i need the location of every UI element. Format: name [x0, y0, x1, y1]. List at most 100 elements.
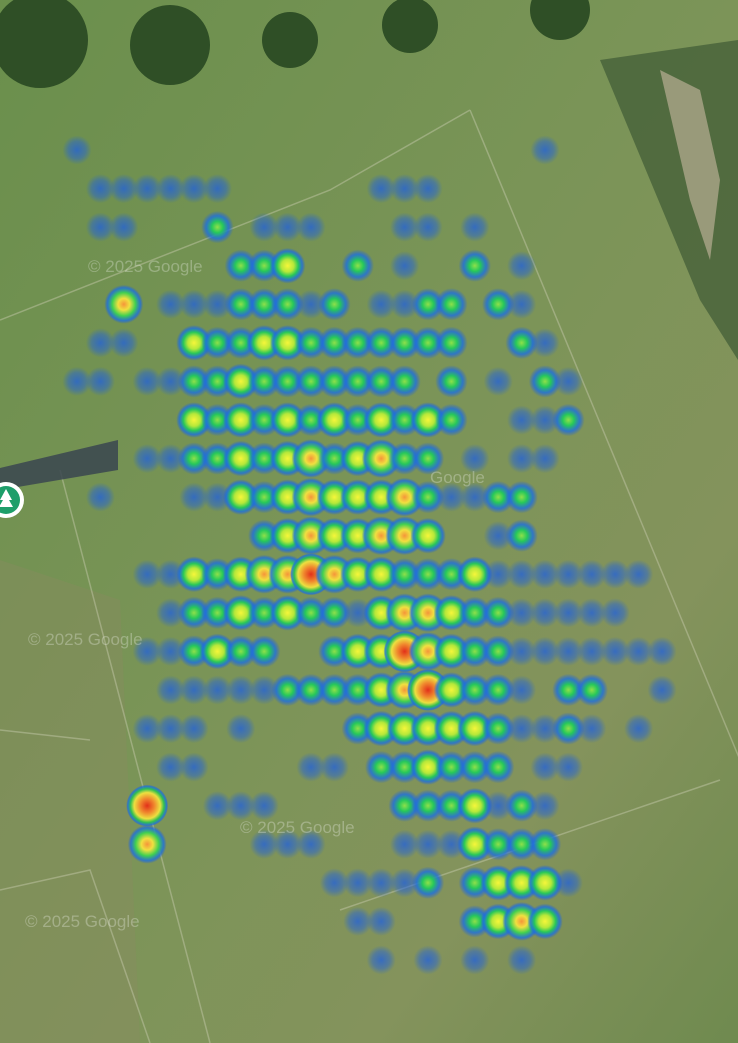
heat-point — [366, 173, 396, 204]
heat-point — [482, 750, 515, 784]
watermarks: © 2025 Google © 2025 Google © 2025 Google ©… — [25, 257, 485, 931]
heat-point — [296, 752, 326, 782]
heat-point — [202, 289, 232, 319]
heat-point — [577, 713, 607, 744]
heat-point — [553, 366, 584, 397]
place-marker[interactable] — [0, 482, 24, 518]
heat-point — [85, 482, 115, 512]
heat-point — [390, 212, 420, 242]
heat-point — [226, 675, 256, 705]
heat-point — [294, 673, 328, 707]
heat-point — [410, 402, 446, 438]
heat-point — [410, 517, 446, 554]
heat-point — [179, 752, 209, 782]
heat-point — [199, 633, 236, 670]
heat-point — [156, 366, 186, 397]
heat-point — [179, 482, 209, 512]
heat-point — [249, 791, 279, 821]
heat-point — [530, 405, 560, 435]
heat-point — [457, 710, 493, 747]
heat-point — [388, 442, 421, 475]
heat-point — [483, 366, 513, 397]
heat-point — [600, 636, 630, 667]
heat-point — [176, 402, 212, 438]
heat-point — [132, 636, 162, 667]
heat-point — [411, 442, 445, 475]
heat-point — [132, 366, 162, 397]
heat-point — [458, 635, 491, 668]
heat-point — [435, 403, 468, 437]
heat-point — [505, 828, 538, 861]
heat-point — [202, 675, 232, 705]
heat-point — [506, 598, 537, 628]
heat-point — [530, 791, 560, 821]
heat-point — [341, 365, 374, 398]
heat-point — [366, 945, 396, 975]
heat-point — [411, 288, 445, 321]
heat-point — [410, 749, 446, 785]
heat-point — [366, 868, 396, 898]
heat-point — [343, 868, 373, 898]
heat-point — [553, 752, 584, 782]
heat-point — [390, 868, 420, 898]
heat-point — [460, 443, 490, 474]
heat-point — [460, 945, 490, 975]
heat-point — [132, 443, 162, 474]
heat-point — [296, 289, 326, 319]
heat-point — [530, 135, 560, 165]
heat-point — [624, 559, 654, 589]
heat-point — [248, 288, 281, 321]
heat-point — [179, 675, 209, 705]
heat-point — [179, 713, 209, 744]
heat-point — [553, 559, 584, 589]
heat-point — [156, 752, 186, 782]
heat-point — [506, 559, 537, 589]
heat-point — [458, 596, 491, 630]
heat-point — [457, 556, 493, 593]
heat-point — [179, 289, 209, 319]
shelter — [0, 440, 118, 490]
heat-point — [506, 251, 537, 281]
watermark: Google — [430, 468, 485, 487]
heat-point — [343, 906, 373, 937]
heat-point — [269, 595, 306, 631]
heat-point — [316, 402, 353, 438]
heat-point — [506, 636, 537, 667]
heat-point — [269, 402, 306, 438]
heat-point — [385, 477, 424, 517]
heat-point — [294, 326, 328, 360]
heat-point — [273, 212, 303, 242]
heat-point — [62, 135, 92, 165]
heat-point — [366, 289, 396, 319]
heat-point — [506, 289, 537, 319]
heat-point — [411, 326, 445, 360]
heat-point — [411, 558, 445, 591]
heat-point — [433, 672, 470, 708]
heat-point — [433, 633, 470, 670]
heat-point — [506, 405, 537, 435]
heat-point — [530, 443, 560, 474]
heat-point — [411, 789, 445, 822]
heat-point — [530, 636, 560, 667]
heat-point — [553, 636, 584, 667]
heat-point — [156, 675, 186, 705]
heat-point — [156, 636, 186, 667]
heat-point — [413, 173, 443, 204]
heat-point — [553, 868, 584, 898]
heat-point — [553, 598, 584, 628]
heat-point — [435, 750, 468, 784]
heat-point — [127, 824, 167, 864]
heat-point — [202, 173, 232, 204]
heat-point — [109, 328, 139, 358]
heat-point — [530, 713, 560, 744]
watermark: © 2025 Google — [240, 818, 355, 837]
heat-point — [132, 173, 162, 204]
watermark: © 2025 Google — [25, 912, 140, 931]
heat-point — [201, 326, 234, 360]
heat-point — [388, 789, 421, 822]
heat-point — [294, 596, 328, 630]
heat-point — [132, 559, 162, 589]
heat-point — [505, 519, 538, 552]
heat-point — [177, 365, 211, 398]
heat-point — [62, 366, 92, 397]
